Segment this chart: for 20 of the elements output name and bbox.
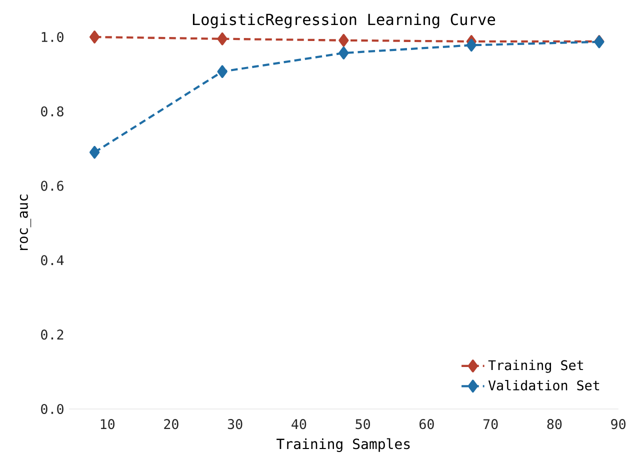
y-tick-label: 0.2: [41, 330, 64, 340]
y-axis-title: roc_auc: [20, 194, 32, 250]
x-tick-label: 50: [356, 419, 370, 430]
y-tick-label: 1.0: [42, 32, 64, 42]
x-tick-label: 80: [547, 419, 562, 430]
x-tick-label: 90: [611, 419, 626, 430]
x-tick-label: 70: [483, 419, 498, 430]
y-tick-label: 0.8: [41, 106, 64, 116]
legend-label: Training Set: [488, 360, 584, 373]
legend-label: Validation Set: [488, 380, 600, 390]
x-tick-label: 60: [420, 419, 434, 430]
y-tick-label: 0.4: [41, 255, 64, 266]
x-axis-title: Training Samples: [276, 438, 410, 452]
y-tick-label: 0.0: [41, 404, 64, 414]
y-tick-label: 0.6: [41, 180, 64, 191]
x-tick-label: 10: [100, 419, 114, 430]
x-tick-label: 40: [292, 419, 306, 430]
chart-title: LogisticRegression Learning Curve: [192, 13, 496, 28]
x-tick-label: 30: [228, 419, 242, 430]
x-tick-label: 20: [164, 419, 178, 430]
